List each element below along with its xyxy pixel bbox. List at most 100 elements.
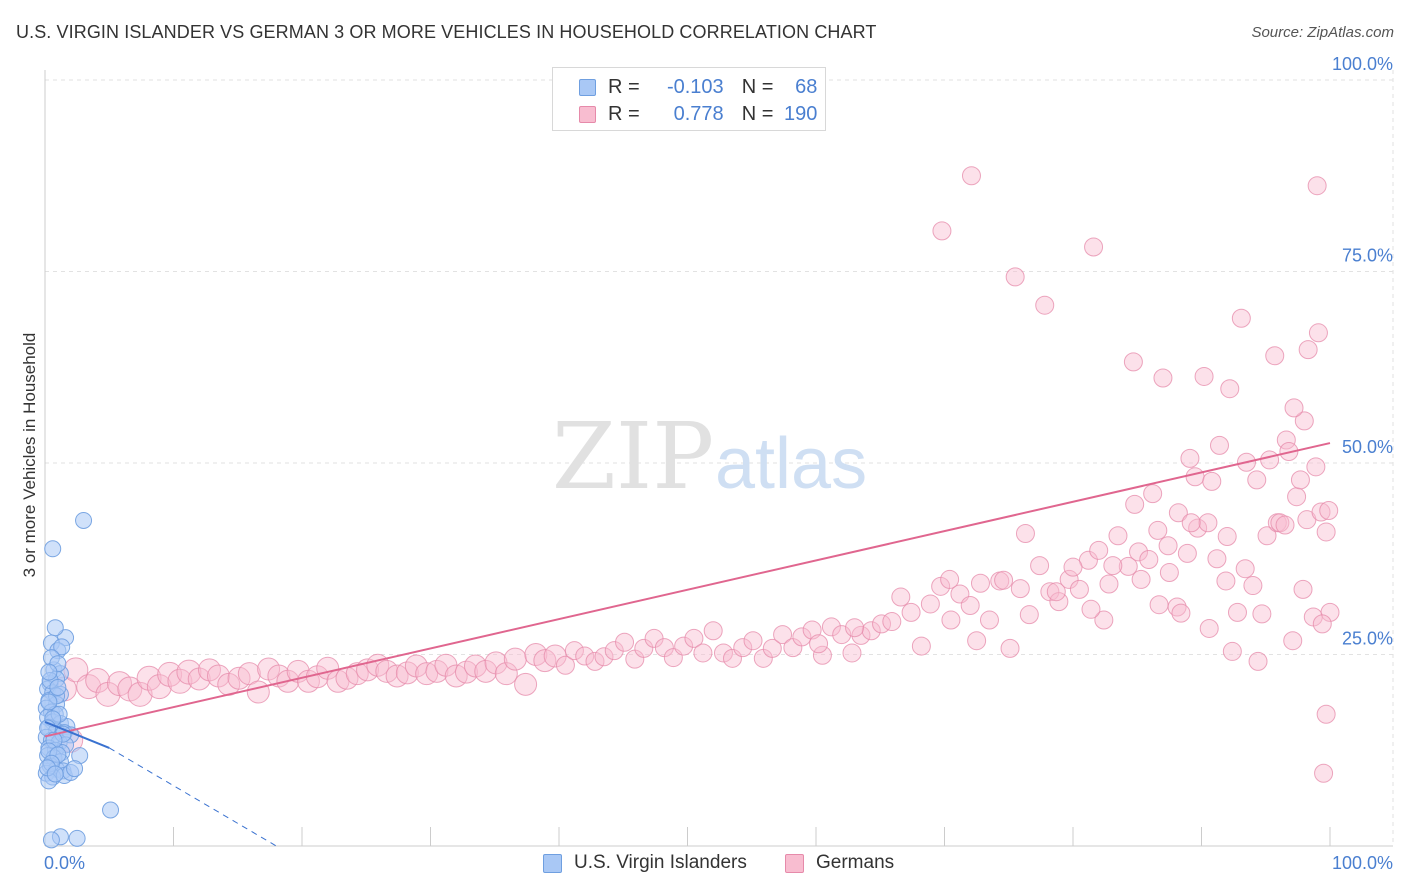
germans-trend-line [44, 442, 1331, 738]
german-point [1059, 569, 1079, 589]
legend-swatch-pink [785, 853, 804, 873]
legend-r-label: R = [608, 75, 640, 98]
german-point [1235, 559, 1255, 579]
legend-r-value: -0.103 [666, 75, 724, 98]
german-point [1220, 379, 1240, 399]
german-point [585, 651, 605, 671]
virgin-islander-point [44, 540, 62, 558]
german-point [821, 617, 841, 637]
german-point [1276, 430, 1296, 450]
series-legend: U.S. Virgin Islanders Germans [0, 852, 1406, 878]
german-point [1159, 563, 1179, 583]
german-point [1153, 368, 1173, 388]
german-point [1202, 471, 1222, 491]
german-point [1290, 470, 1310, 490]
watermark-atlas: atlas [715, 424, 867, 504]
german-point [1108, 526, 1128, 546]
legend-item-germans: Germans [785, 852, 894, 874]
legend-item-virgin-islanders: U.S. Virgin Islanders [543, 852, 747, 874]
german-point [1316, 704, 1336, 724]
legend-swatch-blue [579, 78, 596, 96]
german-point [1265, 346, 1285, 366]
german-point [1222, 641, 1242, 661]
y-tick-label: 100.0% [1332, 54, 1393, 74]
german-point [634, 638, 654, 658]
virgin-islander-point [40, 663, 58, 681]
german-point [1177, 543, 1197, 563]
german-point [237, 662, 261, 686]
german-point [960, 595, 980, 615]
german-point [85, 668, 111, 694]
german-point [1298, 340, 1318, 360]
german-point [693, 643, 713, 663]
virgin-islander-point [53, 638, 71, 656]
german-point [1046, 582, 1066, 602]
virgin-islander-point [75, 511, 93, 529]
german-point [514, 672, 538, 696]
german-point [1129, 542, 1149, 562]
german-point [1103, 556, 1123, 576]
virgin-islander-point [42, 831, 60, 849]
german-point [1243, 576, 1263, 596]
german-point [901, 602, 921, 622]
legend-n-value: 68 [795, 75, 818, 98]
german-point [463, 654, 487, 678]
watermark: ZIP atlas [552, 403, 867, 510]
german-point [762, 638, 782, 658]
german-point [941, 610, 961, 630]
german-point [1118, 556, 1138, 576]
german-point [1030, 556, 1050, 576]
german-point [1010, 579, 1030, 599]
german-point [1015, 523, 1035, 543]
german-point [503, 647, 527, 671]
virgin-islanders-trend-extension [108, 747, 277, 847]
y-tick-label: 50.0% [1342, 437, 1393, 457]
german-point [575, 646, 595, 666]
german-point [1283, 631, 1303, 651]
virgin-islander-point [66, 760, 84, 778]
virgin-islander-point [102, 801, 120, 819]
tick-labels: 100.0% 75.0% 50.0% 25.0% 0.0% 100.0% [44, 54, 1393, 873]
german-point [555, 655, 575, 675]
german-point [1199, 618, 1219, 638]
german-point [1275, 515, 1295, 535]
german-point [1089, 540, 1109, 560]
german-point [1227, 602, 1247, 622]
german-point [187, 667, 211, 691]
german-point [1000, 638, 1020, 658]
german-point [494, 662, 518, 686]
german-point [882, 612, 902, 632]
german-point [1198, 513, 1218, 533]
german-point [684, 628, 704, 648]
german-point [1311, 502, 1331, 522]
german-point [1081, 599, 1101, 619]
german-point [967, 631, 987, 651]
german-point [722, 648, 742, 668]
german-point [851, 625, 871, 645]
german-point [1143, 484, 1163, 504]
german-point [1123, 352, 1143, 372]
german-point [1307, 176, 1327, 196]
german-point [994, 570, 1014, 590]
german-point [1293, 579, 1313, 599]
german-point [674, 636, 694, 656]
german-point [703, 621, 723, 641]
german-point [1319, 500, 1339, 520]
legend-r-value: 0.778 [673, 102, 724, 125]
virgin-islander-point [46, 619, 64, 637]
german-point [246, 680, 270, 704]
legend-row-germans: R = 0.778 N = 190 [579, 102, 817, 126]
virgin-islander-point [49, 678, 67, 696]
german-point [1314, 763, 1334, 783]
german-point [932, 221, 952, 241]
german-point [1148, 520, 1168, 540]
german-point [1247, 470, 1267, 490]
virgin-islander-point [46, 765, 64, 783]
legend-row-virgin-islanders: R = -0.103 N = 68 [579, 75, 817, 99]
german-point [1308, 323, 1328, 343]
german-point [1294, 411, 1314, 431]
legend-n-value: 190 [784, 102, 818, 125]
legend-r-label: R = [608, 102, 640, 125]
german-point [1063, 557, 1083, 577]
